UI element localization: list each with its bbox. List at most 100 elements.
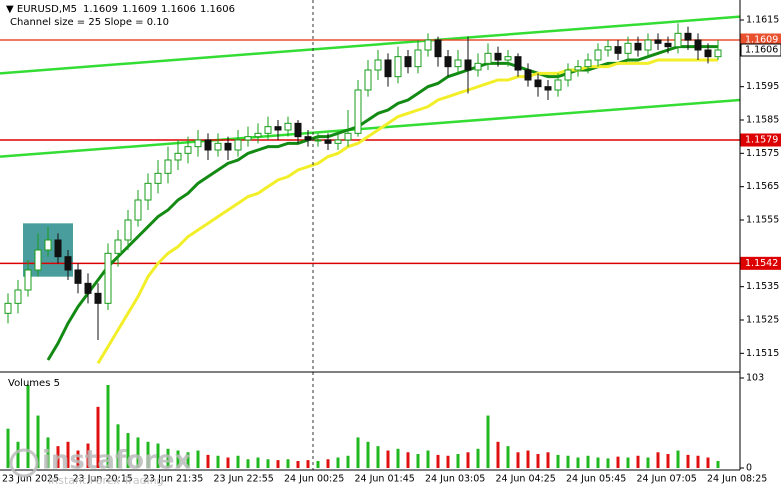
- volume-bar: [606, 458, 610, 468]
- candle-body: [104, 252, 112, 304]
- vol-tick-label: 0: [746, 463, 752, 474]
- volume-bar: [426, 450, 430, 468]
- candle-body: [264, 126, 272, 134]
- candle-body: [64, 256, 72, 271]
- candle-body: [214, 142, 222, 151]
- candle-body: [244, 136, 252, 141]
- x-tick-label: 23 Jun 20:15: [73, 474, 133, 485]
- candle-body: [524, 69, 532, 81]
- volume-bar: [686, 454, 690, 468]
- candle-body: [364, 69, 372, 91]
- candle-body: [24, 269, 32, 291]
- volume-bar: [176, 450, 180, 468]
- volume-bar: [216, 455, 220, 468]
- moving-average: [46, 45, 718, 361]
- candle-body: [374, 59, 382, 71]
- candle-body: [344, 132, 352, 141]
- ohlc: 1.1609: [83, 4, 118, 15]
- volume-bar: [506, 446, 510, 468]
- volume-bar: [406, 452, 410, 468]
- volume-bar: [166, 448, 170, 468]
- candle-body: [174, 152, 182, 161]
- candle-body: [304, 136, 312, 141]
- candle-body: [164, 159, 172, 174]
- x-tick-label: 24 Jun 05:45: [566, 474, 626, 485]
- volume-bar: [516, 452, 520, 468]
- volume-bar: [696, 455, 700, 468]
- x-tick-label: 23 Jun 22:55: [214, 474, 274, 485]
- volume-bar: [86, 443, 90, 468]
- candle-body: [504, 56, 512, 61]
- volume-bar: [456, 454, 460, 468]
- volume-bar: [676, 450, 680, 468]
- x-tick-label: 24 Jun 00:25: [284, 474, 344, 485]
- y-tick-label: 1.1515: [746, 348, 779, 359]
- volume-bar: [566, 455, 570, 468]
- volume-bar: [366, 441, 370, 468]
- volume-bar: [576, 457, 580, 468]
- ohlc: 1.1606: [161, 4, 196, 15]
- ohlc: 1.1609: [122, 4, 157, 15]
- candle-body: [274, 126, 282, 131]
- candle-body: [4, 302, 12, 314]
- volume-bar: [56, 446, 60, 468]
- candle-body: [144, 182, 152, 201]
- x-tick-label: 24 Jun 03:05: [425, 474, 485, 485]
- volume-bar: [496, 441, 500, 468]
- y-tick-label: 1.1575: [746, 148, 779, 159]
- volume-bar: [126, 433, 130, 468]
- candle-body: [74, 269, 82, 284]
- volume-bar: [636, 455, 640, 468]
- volume-bar: [286, 459, 290, 468]
- volume-bar: [416, 454, 420, 468]
- volume-bar: [116, 424, 120, 468]
- volume-bar: [36, 415, 40, 468]
- volume-bar: [196, 450, 200, 468]
- volume-bar: [266, 459, 270, 468]
- volume-bar: [546, 452, 550, 468]
- brand-name: instaforex: [42, 446, 192, 476]
- volume-bar: [206, 454, 210, 468]
- candle-body: [134, 199, 142, 221]
- candle-body: [544, 86, 552, 91]
- volume-bar: [16, 441, 20, 468]
- candle-body: [514, 56, 522, 71]
- candle-body: [334, 139, 342, 144]
- y-tick-label: 1.1615: [746, 15, 779, 26]
- volume-bar: [186, 452, 190, 468]
- candle-body: [314, 139, 322, 142]
- candle-body: [414, 49, 422, 68]
- symbol: EURUSD,M5: [17, 4, 77, 15]
- x-tick-label: 23 Jun 21:35: [143, 474, 203, 485]
- candle-body: [44, 239, 52, 251]
- candle-body: [184, 146, 192, 154]
- candle-body: [474, 62, 482, 71]
- candle-body: [554, 79, 562, 91]
- volume-bar: [626, 457, 630, 468]
- volume-bar: [256, 457, 260, 468]
- candle-body: [624, 42, 632, 54]
- volume-bar: [656, 452, 660, 468]
- candle-body: [154, 172, 162, 184]
- candle-body: [114, 239, 122, 254]
- candle-body: [384, 59, 392, 78]
- level-label: 1.1579: [745, 135, 778, 146]
- candle-body: [434, 39, 442, 58]
- brand: instaforex Instant Forex Trading: [9, 446, 192, 487]
- volume-bar: [446, 455, 450, 468]
- channel-line: [0, 15, 741, 75]
- moving-average: [96, 58, 718, 365]
- volume-bar: [226, 457, 230, 468]
- chart-title: ▼ EURUSD,M5 1.1609 1.1609 1.1606 1.1606: [6, 4, 235, 15]
- volume-bar: [66, 441, 70, 468]
- candle-body: [34, 249, 42, 271]
- volume-bar: [336, 457, 340, 468]
- candle-body: [584, 59, 592, 68]
- candle-body: [684, 32, 692, 41]
- volume-bar: [396, 448, 400, 468]
- candle-body: [94, 292, 102, 304]
- brand-logo: [9, 448, 39, 478]
- volume-bar: [316, 461, 320, 468]
- level-label: 1.1606: [745, 45, 778, 56]
- candle-body: [254, 132, 262, 138]
